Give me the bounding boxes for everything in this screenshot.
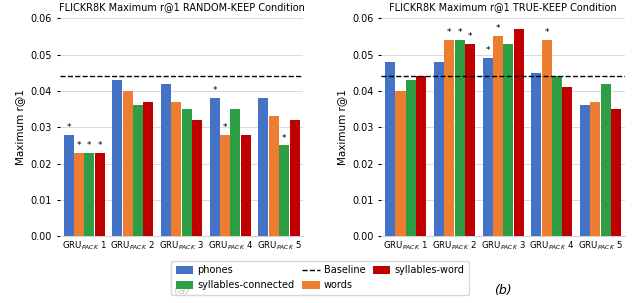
Bar xyxy=(552,76,562,236)
Bar xyxy=(230,109,241,236)
Bar xyxy=(269,116,279,236)
Bar xyxy=(133,105,143,236)
Text: (a): (a) xyxy=(173,284,190,297)
Text: *: * xyxy=(223,123,227,132)
Bar xyxy=(454,40,465,236)
Text: *: * xyxy=(87,141,92,150)
Bar xyxy=(531,73,541,236)
Bar xyxy=(611,109,621,236)
Bar xyxy=(259,98,269,236)
Text: *: * xyxy=(97,141,102,150)
Text: *: * xyxy=(282,134,287,142)
Bar xyxy=(601,84,611,236)
Bar xyxy=(161,84,171,236)
Bar xyxy=(289,120,300,236)
Bar xyxy=(84,153,94,236)
Bar xyxy=(123,91,132,236)
Bar xyxy=(503,44,513,236)
Title: FLICKR8K Maximum r@1 RANDOM-KEEP Condition: FLICKR8K Maximum r@1 RANDOM-KEEP Conditi… xyxy=(59,2,305,12)
Bar xyxy=(580,105,590,236)
Bar xyxy=(385,62,395,236)
Bar xyxy=(95,153,104,236)
Bar xyxy=(563,87,572,236)
Text: *: * xyxy=(77,141,81,150)
Text: (b): (b) xyxy=(494,284,512,297)
Bar xyxy=(220,135,230,236)
Bar xyxy=(396,91,406,236)
Bar xyxy=(465,44,475,236)
Bar xyxy=(406,80,416,236)
Bar xyxy=(241,135,251,236)
Title: FLICKR8K Maximum r@1 TRUE-KEEP Condition: FLICKR8K Maximum r@1 TRUE-KEEP Condition xyxy=(389,2,617,12)
Bar xyxy=(591,102,600,236)
Bar xyxy=(182,109,192,236)
Y-axis label: Maximum r@1: Maximum r@1 xyxy=(337,89,347,165)
Bar xyxy=(483,58,493,236)
Bar xyxy=(112,80,122,236)
Bar xyxy=(74,153,84,236)
Bar xyxy=(493,36,503,236)
Bar xyxy=(143,102,154,236)
Bar xyxy=(434,62,444,236)
Text: *: * xyxy=(458,28,462,37)
Bar xyxy=(63,135,74,236)
Y-axis label: Maximum r@1: Maximum r@1 xyxy=(15,89,25,165)
Text: *: * xyxy=(485,46,490,55)
Bar xyxy=(514,29,524,236)
Text: *: * xyxy=(67,123,71,132)
Bar xyxy=(210,98,220,236)
Bar xyxy=(192,120,202,236)
Bar xyxy=(444,40,454,236)
Text: *: * xyxy=(212,86,217,95)
Bar xyxy=(541,40,552,236)
Text: *: * xyxy=(496,25,500,33)
Bar xyxy=(416,76,426,236)
Bar xyxy=(172,102,181,236)
Bar xyxy=(279,145,289,236)
Text: *: * xyxy=(447,28,451,37)
Text: *: * xyxy=(545,28,549,37)
Text: *: * xyxy=(468,32,472,41)
Legend: phones, syllables-connected, Baseline, words, syllables-word: phones, syllables-connected, Baseline, w… xyxy=(171,261,469,295)
